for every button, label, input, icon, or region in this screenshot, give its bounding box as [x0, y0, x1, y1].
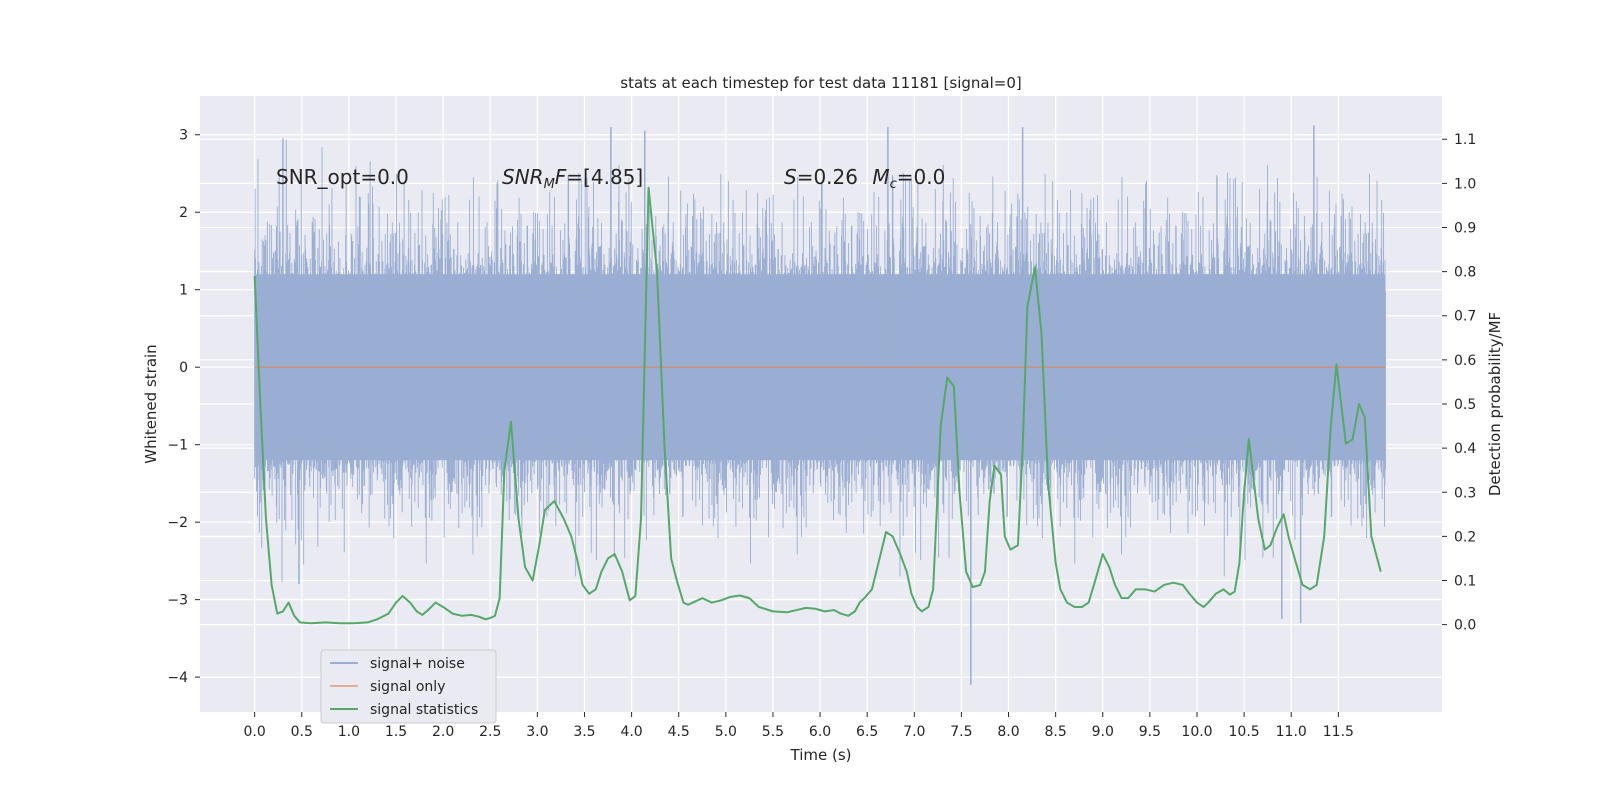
x-tick-label: 0.0 — [244, 724, 266, 740]
x-tick-label: 11.5 — [1323, 724, 1354, 740]
y2-axis-label: Detection probability/MF — [1486, 312, 1504, 496]
legend-box — [320, 649, 497, 724]
annotation-snr-opt: SNR_opt=0.0 — [276, 165, 409, 189]
x-tick-label: 11.0 — [1276, 724, 1307, 740]
x-tick-label: 9.5 — [1139, 724, 1161, 740]
x-tick-label: 3.0 — [526, 724, 548, 740]
annotation-s-mc: S=0.26 Mc=0.0 — [784, 165, 945, 192]
x-tick-label: 0.5 — [291, 724, 313, 740]
x-tick-label: 8.0 — [997, 724, 1019, 740]
legend-label-signal-only: signal only — [370, 679, 445, 695]
signal-statistics-series — [253, 186, 1382, 625]
y2-tick-label: 0.3 — [1454, 485, 1476, 501]
x-axis-ticks: 0.0 0.5 1.0 1.5 2.0 2.5 3.0 3.5 4.0 4.5 5.0 5.5 6.0 6… — [244, 712, 1354, 740]
y-tick-label: 1 — [179, 283, 188, 299]
x-tick-label: 2.0 — [432, 724, 454, 740]
x-axis-label: Time (s) — [790, 746, 852, 764]
y2-tick-label: 1.0 — [1454, 176, 1476, 192]
y2-tick-label: 0.2 — [1454, 529, 1476, 545]
y2-tick-label: 0.9 — [1454, 220, 1476, 236]
x-tick-label: 7.5 — [950, 724, 972, 740]
y2-tick-label: 0.5 — [1454, 397, 1476, 413]
x-tick-label: 6.5 — [856, 724, 878, 740]
y-tick-label: −3 — [167, 593, 188, 609]
x-tick-label: 1.0 — [338, 724, 360, 740]
signal-statistics-line — [253, 186, 1382, 625]
x-tick-label: 10.0 — [1181, 724, 1212, 740]
y2-tick-label: 1.1 — [1454, 132, 1476, 148]
y2-tick-label: 0.8 — [1454, 265, 1476, 281]
x-tick-label: 3.5 — [573, 724, 595, 740]
annotation-snr-mf: SNRMF=[4.85] — [502, 165, 643, 192]
y2-tick-label: 0.7 — [1454, 309, 1476, 325]
y-tick-label: −1 — [167, 438, 188, 454]
y2-tick-label: 0.6 — [1454, 353, 1476, 369]
y2-tick-label: 0.0 — [1454, 618, 1476, 634]
x-tick-label: 9.0 — [1092, 724, 1114, 740]
x-tick-label: 10.5 — [1229, 724, 1260, 740]
legend-label-signal-statistics: signal statistics — [370, 702, 478, 718]
y-tick-label: 2 — [179, 205, 188, 221]
x-tick-label: 2.5 — [479, 724, 501, 740]
legend-label-signal-noise: signal+ noise — [370, 656, 465, 672]
y2-tick-label: 0.4 — [1454, 441, 1476, 457]
y-tick-label: 0 — [179, 360, 188, 376]
plot-area — [253, 125, 1386, 685]
y-axis-ticks: 3 2 1 0 −1 −2 −3 −4 — [167, 128, 200, 686]
x-tick-label: 8.5 — [1045, 724, 1067, 740]
chart-title: stats at each timestep for test data 111… — [620, 74, 1021, 92]
x-tick-label: 1.5 — [385, 724, 407, 740]
x-tick-label: 5.0 — [715, 724, 737, 740]
x-tick-label: 7.0 — [903, 724, 925, 740]
y-tick-label: 3 — [179, 128, 188, 144]
y-tick-label: −2 — [167, 515, 188, 531]
signal-noise-trace — [254, 139, 1386, 583]
legend: signal+ noise signal only signal statist… — [320, 649, 497, 724]
x-tick-label: 4.0 — [620, 724, 642, 740]
y2-tick-label: 0.1 — [1454, 574, 1476, 590]
y-axis-label: Whitened strain — [142, 344, 160, 463]
x-tick-label: 4.5 — [668, 724, 690, 740]
y-tick-label: −4 — [167, 670, 188, 686]
x-tick-label: 6.0 — [809, 724, 831, 740]
x-tick-label: 5.5 — [762, 724, 784, 740]
y2-axis-ticks: 1.1 1.0 0.9 0.8 0.7 0.6 0.5 0.4 0.3 0.2 0.1 0.0 — [1442, 132, 1476, 634]
